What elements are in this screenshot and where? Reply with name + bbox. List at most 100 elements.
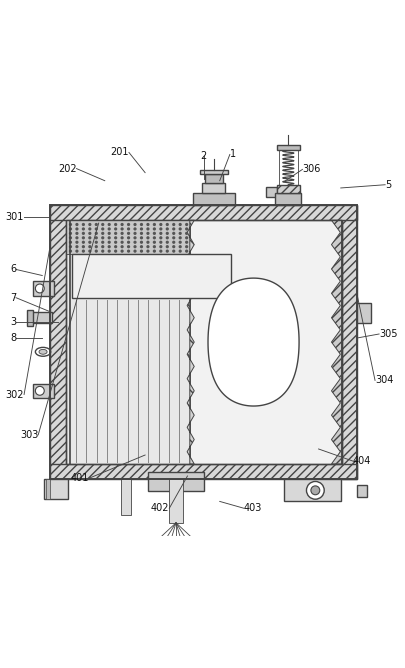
Bar	[265, 187, 276, 197]
Circle shape	[133, 236, 136, 239]
Circle shape	[139, 245, 143, 248]
Text: 202: 202	[58, 164, 76, 174]
Circle shape	[139, 227, 143, 230]
Circle shape	[35, 386, 44, 395]
Circle shape	[120, 240, 124, 244]
Circle shape	[172, 232, 175, 235]
Circle shape	[159, 250, 162, 253]
Circle shape	[159, 227, 162, 230]
Circle shape	[165, 250, 168, 253]
Circle shape	[127, 223, 130, 226]
Circle shape	[172, 250, 175, 253]
Bar	[168, 479, 183, 523]
Circle shape	[101, 227, 104, 230]
Text: 1: 1	[229, 150, 235, 160]
Text: 5: 5	[384, 180, 390, 190]
Circle shape	[159, 240, 162, 244]
Circle shape	[69, 232, 72, 235]
Circle shape	[107, 240, 111, 244]
Bar	[66, 220, 189, 255]
Circle shape	[165, 236, 168, 239]
Circle shape	[139, 240, 143, 244]
Circle shape	[114, 236, 117, 239]
Bar	[44, 479, 68, 498]
Circle shape	[107, 232, 111, 235]
Bar	[72, 255, 230, 298]
Circle shape	[178, 227, 181, 230]
Circle shape	[69, 227, 72, 230]
Circle shape	[139, 236, 143, 239]
Circle shape	[127, 232, 130, 235]
Circle shape	[172, 245, 175, 248]
Circle shape	[107, 236, 111, 239]
Circle shape	[185, 223, 188, 226]
Circle shape	[88, 245, 91, 248]
Circle shape	[114, 232, 117, 235]
Circle shape	[152, 227, 156, 230]
Circle shape	[94, 245, 98, 248]
Circle shape	[185, 240, 188, 244]
Circle shape	[75, 223, 78, 226]
Circle shape	[127, 245, 130, 248]
Circle shape	[127, 240, 130, 244]
Bar	[278, 150, 297, 184]
Circle shape	[185, 232, 188, 235]
Circle shape	[114, 227, 117, 230]
Circle shape	[159, 232, 162, 235]
Circle shape	[133, 240, 136, 244]
Text: 301: 301	[6, 212, 24, 222]
Circle shape	[75, 236, 78, 239]
Bar	[192, 192, 234, 205]
Circle shape	[159, 245, 162, 248]
Circle shape	[69, 245, 72, 248]
Circle shape	[88, 227, 91, 230]
Bar	[50, 464, 356, 479]
Text: 305: 305	[378, 329, 396, 339]
Circle shape	[165, 232, 168, 235]
Text: 302: 302	[6, 389, 24, 399]
Polygon shape	[207, 278, 298, 406]
Bar	[148, 472, 203, 492]
Circle shape	[94, 250, 98, 253]
Text: 201: 201	[110, 148, 129, 158]
Circle shape	[81, 232, 85, 235]
Circle shape	[94, 240, 98, 244]
Text: 3: 3	[10, 317, 16, 327]
Circle shape	[146, 245, 149, 248]
Circle shape	[133, 245, 136, 248]
Bar	[33, 281, 53, 296]
Circle shape	[178, 232, 181, 235]
Bar	[199, 170, 227, 174]
Bar	[284, 479, 340, 502]
Circle shape	[165, 227, 168, 230]
Circle shape	[159, 236, 162, 239]
Circle shape	[75, 227, 78, 230]
Text: 304: 304	[374, 375, 392, 385]
Text: 403: 403	[243, 503, 262, 513]
Circle shape	[146, 223, 149, 226]
Bar	[341, 205, 356, 479]
Circle shape	[178, 250, 181, 253]
Polygon shape	[187, 220, 194, 464]
Text: 6: 6	[10, 265, 16, 275]
Circle shape	[94, 236, 98, 239]
Circle shape	[101, 250, 104, 253]
Circle shape	[172, 227, 175, 230]
Bar	[50, 205, 356, 220]
Text: 404: 404	[352, 456, 370, 466]
Circle shape	[120, 232, 124, 235]
Circle shape	[146, 232, 149, 235]
Circle shape	[165, 245, 168, 248]
Circle shape	[152, 232, 156, 235]
Bar	[27, 310, 33, 326]
Ellipse shape	[39, 349, 47, 354]
Circle shape	[165, 240, 168, 244]
Circle shape	[101, 240, 104, 244]
Circle shape	[75, 245, 78, 248]
Circle shape	[88, 250, 91, 253]
Circle shape	[35, 284, 44, 293]
Bar	[66, 220, 341, 464]
Circle shape	[152, 250, 156, 253]
Circle shape	[172, 236, 175, 239]
Circle shape	[114, 245, 117, 248]
